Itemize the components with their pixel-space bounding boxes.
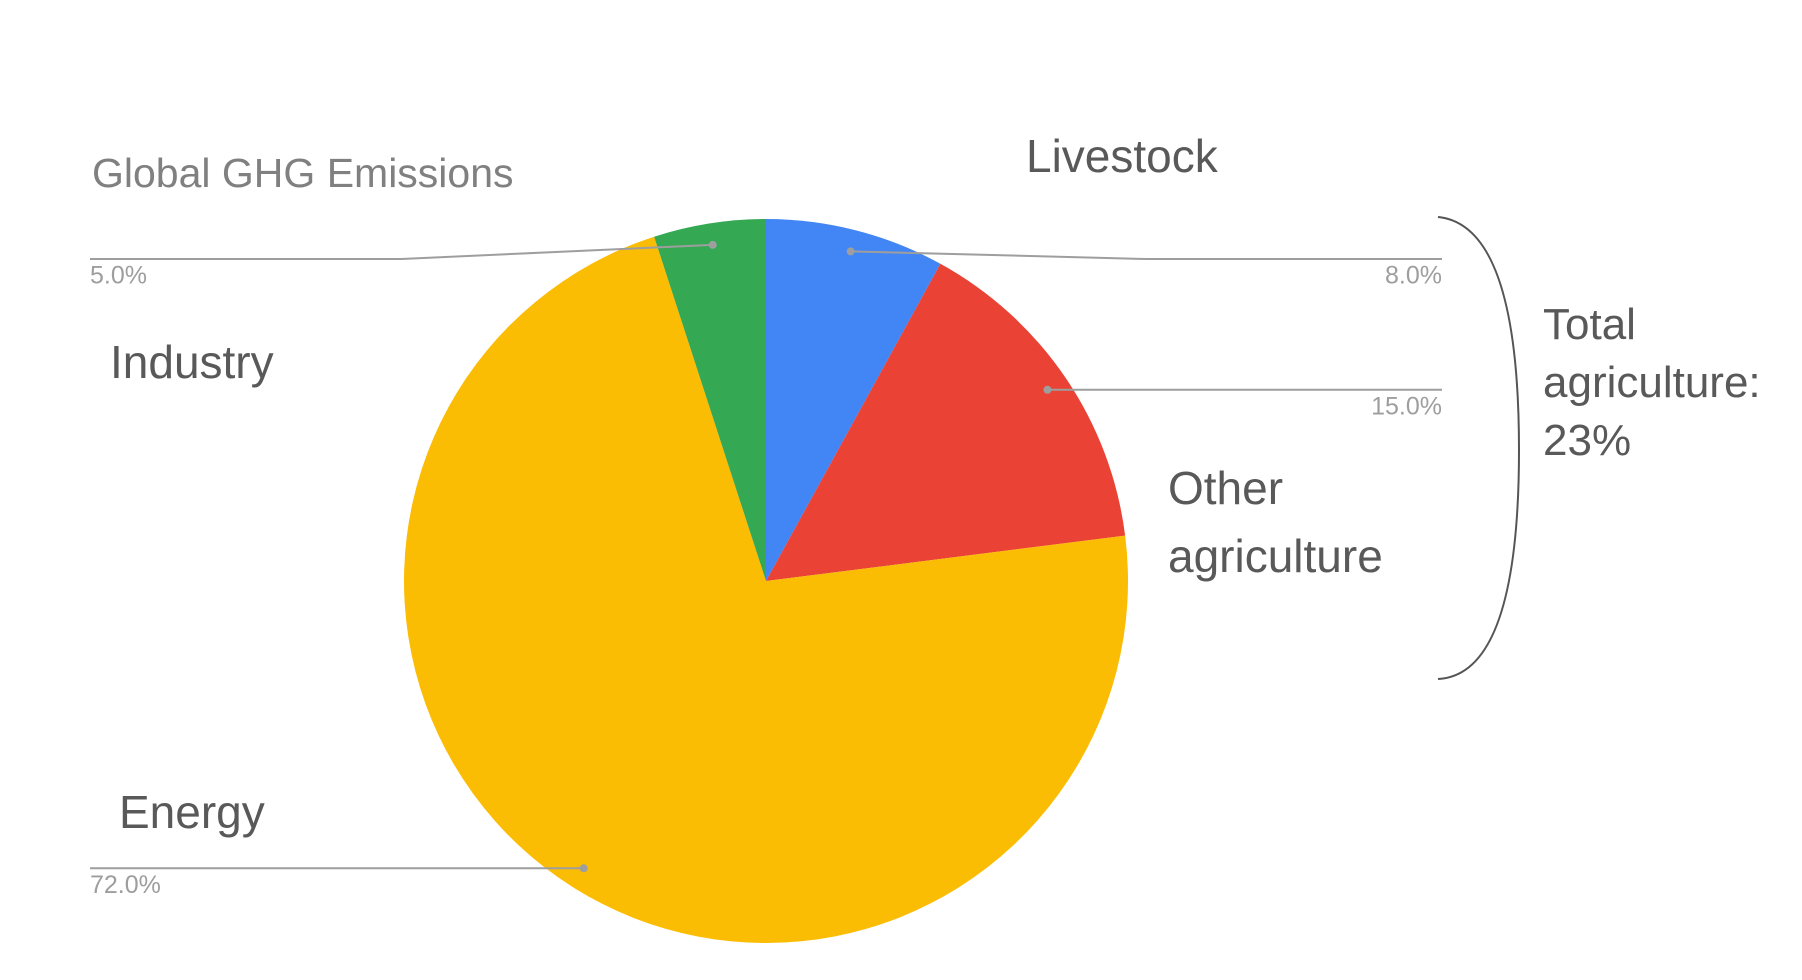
category-label: Livestock [1026, 130, 1218, 182]
category-label: Industry [110, 336, 274, 388]
category-label: Energy [119, 786, 265, 838]
value-label: 15.0% [1371, 392, 1442, 420]
chart-title: Global GHG Emissions [92, 150, 514, 196]
pie-slice [766, 219, 941, 581]
pie-slice [654, 219, 766, 581]
bracket [1437, 216, 1521, 680]
annotation: Total agriculture: 23% [1543, 300, 1761, 465]
pie-slice [404, 236, 1129, 943]
leader-dot [1043, 385, 1052, 394]
leader-line [850, 250, 1442, 260]
value-label: 72.0% [90, 871, 161, 899]
value-label: 8.0% [1385, 262, 1442, 290]
value-label: 5.0% [90, 262, 147, 290]
leader-dot [846, 247, 855, 256]
category-label: Other agriculture [1168, 462, 1383, 582]
pie-slice [766, 263, 1126, 581]
leader-line [90, 243, 713, 260]
leader-dot [708, 240, 717, 249]
leader-dot [579, 864, 588, 873]
